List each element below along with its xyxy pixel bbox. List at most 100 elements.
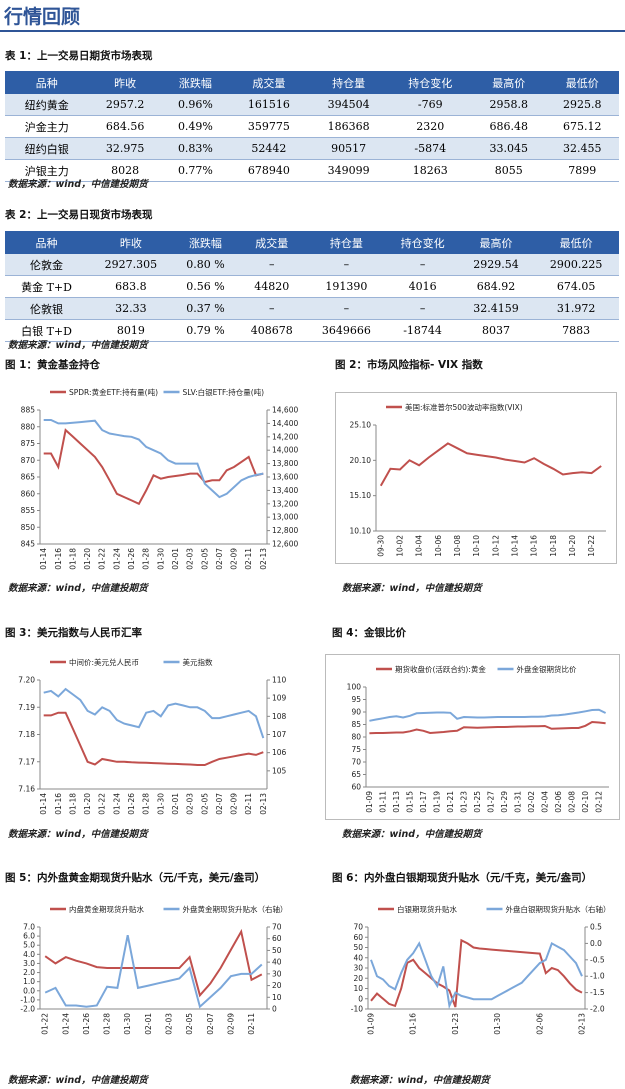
cell: -5874 [388,137,472,160]
cell: 33.045 [472,137,546,160]
source: 数据来源：wind，中信建投期货 [350,1075,490,1086]
x-tick-label: 01-28 [142,548,151,570]
x-tick-label: 01-11 [378,791,387,813]
cell: 408678 [237,319,307,342]
header-cell: 涨跌幅 [161,71,229,94]
chart: 7.16 7.17 7.18 7.19 7.20 105 106 107 108 109 110 01… [18,657,287,815]
y-tick-label: 845 [21,540,36,549]
y-tick-label: 60 [353,933,363,942]
page-title: 行情回顾 [4,6,81,28]
cell: 白银 T+D [5,319,89,342]
x-tick-label: 01-22 [98,548,107,570]
y-tick-label: 860 [21,489,36,498]
row: 沪银主力 8028 0.77% 678940 349099 18263 8055 7899 [5,159,619,182]
x-tick-label: 02-13 [259,548,268,570]
x-tick-label: 10-04 [415,535,424,557]
cell: 7899 [545,159,619,182]
y-tick-label: 10.10 [350,527,372,536]
x-tick-label: 01-13 [392,791,401,813]
y-tick-label: 100 [347,683,362,692]
y2-tick-label: -2.0 [590,1005,605,1014]
row: 伦敦银 32.33 0.37 % – – –32.4159 31.972 [5,297,619,320]
cell: 8028 [88,159,162,182]
y-tick-label: 7.16 [18,785,35,794]
y-tick-label: -10 [351,1005,363,1014]
y-tick-label: 10 [353,984,363,993]
cell: 纽约白银 [5,137,89,160]
row: 黄金 T+D 683.8 0.56 % 44820 191390 4016 684.92 67… [5,275,619,298]
y-tick-label: 85 [351,720,361,729]
header-cell: 最低价 [533,231,619,254]
row: 伦敦金 2927.305 0.80 % – – –2929.54 2900.225 [5,254,619,276]
cell: 2958.8 [472,94,546,116]
x-tick-label: 02-09 [230,548,239,570]
legend-label: 美国:标准普尔500波动率指数(VIX) [405,402,523,412]
title-rule [0,30,625,32]
x-tick-label: 01-16 [54,793,63,815]
y2-tick-label: -1.5 [590,988,605,997]
y2-tick-label: 0.0 [590,939,602,948]
cell: 18263 [388,159,472,182]
y-tick-label: 2.0 [23,968,35,977]
cell: 674.05 [533,275,619,298]
y2-tick-label: 105 [272,766,287,775]
y2-tick-label: 110 [272,676,287,685]
cell: 686.48 [472,115,546,138]
cell: 8037 [458,319,534,342]
x-tick-label: 01-16 [54,548,63,570]
x-tick-label: 01-19 [432,791,441,813]
cell: 伦敦金 [5,254,89,276]
cell: 2929.54 [458,254,534,276]
y2-tick-label: 13,200 [272,499,298,508]
x-tick-label: 01-22 [98,793,107,815]
cell: 394504 [308,94,389,116]
x-tick-label: 01-20 [83,793,92,815]
x-tick-label: 10-02 [395,535,404,557]
y2-tick-label: 20 [272,981,282,990]
x-tick-label: 10-20 [568,535,577,557]
source: 数据来源：wind，中信建投期货 [8,829,148,840]
y-tick-label: 865 [21,473,36,482]
x-tick-label: 01-22 [41,1013,50,1035]
y2-tick-label: 109 [272,694,287,703]
cell: 2320 [388,115,472,138]
x-tick-label: 10-18 [549,535,558,557]
row: 白银 T+D 8019 0.79 % 408678 3649666 -18744 8037 7… [5,319,619,342]
y2-tick-label: 0 [272,1005,277,1014]
series-line [43,419,264,499]
cell: 沪银主力 [5,159,89,182]
cell: 52442 [228,137,309,160]
x-tick-label: 01-30 [156,793,165,815]
x-tick-label: 10-14 [510,535,519,557]
figure-caption: 图 1：黄金基金持仓 [5,359,100,371]
x-tick-label: 02-04 [540,791,549,813]
x-tick-label: 02-05 [200,548,209,570]
cell: -769 [388,94,472,116]
x-tick-label: 02-01 [171,548,180,570]
legend-label: 美元指数 [183,657,213,667]
x-tick-label: 02-02 [527,791,536,813]
row: 沪金主力 684.56 0.49% 359775 186368 2320 686.48 675… [5,115,619,138]
x-tick-label: 02-07 [215,548,224,570]
series-line [43,687,265,739]
legend-label: SLV:白银ETF:持仓量(吨) [183,387,265,397]
figure-caption: 图 4：金银比价 [332,627,406,639]
series-line [370,941,583,1010]
cell: 44820 [237,275,307,298]
table-caption: 表 1：上一交易日期货市场表现 [5,50,153,62]
header-cell: 最低价 [545,71,619,94]
x-tick-label: 02-06 [535,1013,544,1035]
cell: 32.455 [545,137,619,160]
y-tick-label: 70 [353,923,363,932]
figure-caption: 图 3：美元指数与人民币汇率 [5,627,142,639]
table: 品种 昨收 涨跌幅 成交量 持仓量 持仓变化 最高价 最低价 纽约黄金 2957.2 0.96% 16… [5,71,619,182]
x-tick-label: 01-20 [83,548,92,570]
x-tick-label: 02-09 [230,793,239,815]
legend-label: 外盘黄金期现货升贴水（右轴） [183,904,288,914]
series-line [369,708,607,722]
x-tick-label: 01-18 [68,548,77,570]
y2-tick-label: 14,600 [272,406,298,415]
y2-tick-label: 10 [272,993,282,1002]
row: 纽约白银 32.975 0.83% 52442 90517 -5874 33.045 32.4… [5,137,619,160]
